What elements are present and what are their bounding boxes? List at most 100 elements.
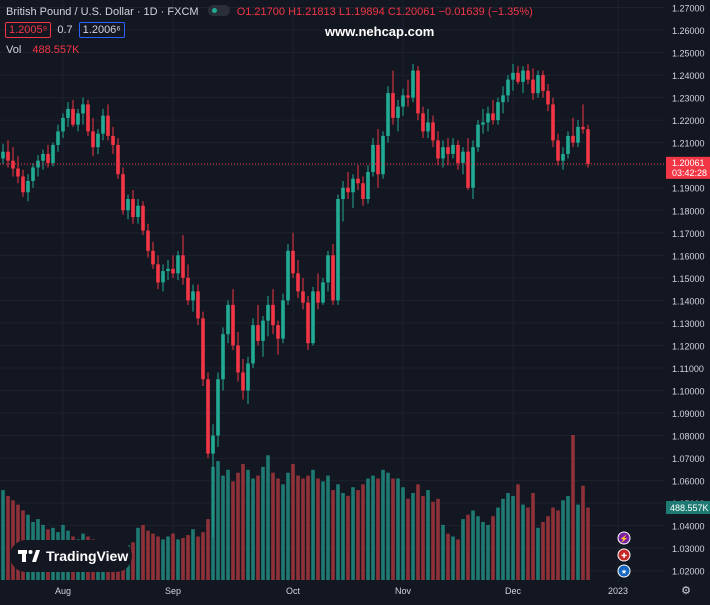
volume-tag-text: 488.557K: [670, 503, 709, 513]
candle: [281, 293, 285, 344]
candle: [196, 284, 200, 326]
candle-body: [416, 70, 420, 114]
candle-body: [326, 255, 330, 283]
volume-bar: [6, 495, 10, 580]
candle: [316, 273, 320, 310]
volume-bar: [531, 493, 535, 580]
candle: [526, 63, 530, 85]
candle: [56, 124, 60, 152]
candle: [521, 66, 525, 94]
flag-event-icon[interactable]: [617, 548, 631, 562]
candle-body: [226, 304, 230, 335]
candle: [311, 286, 315, 346]
candle-body: [421, 113, 425, 132]
volume-bar: [311, 469, 315, 580]
candle: [361, 176, 365, 206]
volume-bar: [286, 472, 290, 580]
candle: [396, 99, 400, 132]
candle-body: [61, 117, 65, 132]
volume-bar: [406, 498, 410, 580]
volume-tag: [666, 501, 710, 514]
candle: [481, 108, 485, 134]
candle-body: [51, 144, 55, 163]
candle-body: [476, 124, 480, 148]
candle-body: [531, 79, 535, 94]
volume-bar: [161, 539, 165, 580]
candle: [201, 311, 205, 386]
time-axis-label: Sep: [165, 586, 181, 596]
candle: [71, 99, 75, 127]
volume-bar: [466, 514, 470, 580]
candle: [541, 70, 545, 98]
event-icon-glyph: ✚: [621, 552, 627, 560]
candle-body: [266, 304, 270, 321]
symbol-legend: British Pound / U.S. Dollar · 1D · FXCM …: [6, 5, 533, 18]
price-axis-label: 1.23000: [672, 94, 705, 104]
volume-bar: [366, 478, 370, 580]
flag-event-icon[interactable]: [617, 564, 631, 578]
candle: [121, 167, 125, 215]
time-axis-label: Nov: [395, 586, 412, 596]
candle-body: [306, 302, 310, 344]
candle-body: [6, 151, 10, 161]
candle-body: [276, 325, 280, 339]
candle-body: [126, 199, 130, 211]
dividend-event-icon[interactable]: [617, 531, 631, 545]
volume-bar: [306, 475, 310, 580]
candle: [571, 117, 575, 148]
candle-body: [401, 95, 405, 107]
candle: [146, 223, 150, 258]
candle-body: [41, 153, 45, 161]
market-status-toggle[interactable]: [207, 5, 230, 16]
candle-body: [271, 304, 275, 326]
volume-bar: [341, 493, 345, 580]
volume-bar: [201, 532, 205, 580]
settings-gear-icon[interactable]: ⚙: [681, 585, 691, 597]
buy-button[interactable]: 1.2006⁶: [78, 22, 125, 38]
candle: [81, 97, 85, 125]
candle-body: [246, 363, 250, 391]
candle: [501, 86, 505, 114]
tradingview-logo[interactable]: TradingView: [10, 540, 132, 572]
price-axis[interactable]: 1.27000 1.26000 1.25000 1.24000 1.23000 1.220…: [672, 4, 705, 577]
candle: [576, 120, 580, 148]
volume-bar: [356, 490, 360, 580]
volume-bar: [276, 478, 280, 580]
symbol-title[interactable]: British Pound / U.S. Dollar · 1D · FXCM: [6, 6, 199, 18]
candle-body: [346, 187, 350, 193]
candle: [11, 147, 15, 177]
candle-body: [211, 435, 215, 454]
candle: [496, 97, 500, 125]
sell-button[interactable]: 1.2005⁹: [5, 22, 52, 38]
volume-bar: [231, 481, 235, 580]
candle-body: [181, 255, 185, 278]
candle-body: [111, 135, 115, 145]
candle-body: [216, 379, 220, 436]
time-axis[interactable]: AugSepOctNovDec2023FebMa⚙: [55, 585, 710, 597]
candle: [451, 138, 455, 159]
volume-bar: [166, 536, 170, 580]
price-axis-label: 1.14000: [672, 296, 705, 306]
candle-body: [261, 320, 265, 341]
volume-bar: [261, 466, 265, 580]
candle-body: [471, 147, 475, 188]
candle: [491, 99, 495, 125]
candle-body: [156, 264, 160, 283]
volume-bar: [171, 533, 175, 580]
candle-body: [446, 147, 450, 154]
volume-bar: [496, 507, 500, 580]
volume-legend[interactable]: Vol 488.557K: [6, 44, 79, 56]
candle-body: [361, 183, 365, 200]
volume-bar: [256, 475, 260, 580]
candle: [406, 79, 410, 107]
volume-bar: [326, 475, 330, 580]
candle: [296, 259, 300, 299]
ohlc-open: O1.21700: [236, 6, 286, 18]
candle-body: [286, 250, 290, 301]
candle-body: [391, 93, 395, 118]
candle: [1, 143, 5, 165]
countdown-text: 03:42:28: [672, 168, 707, 178]
candle: [61, 113, 65, 139]
